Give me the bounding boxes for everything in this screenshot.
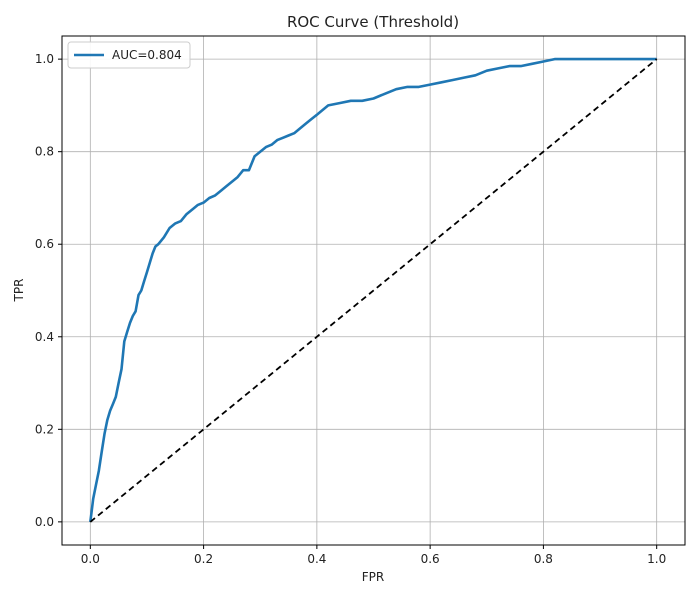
roc-curve-line xyxy=(89,57,657,523)
axis-ticks: 0.0 0.2 0.4 0.6 0.8 1.0 0.0 0.2 0.4 0.6 0.8 1.0 xyxy=(35,52,666,566)
y-tick-label: 0.8 xyxy=(35,145,54,159)
y-tick-label: 0.6 xyxy=(35,237,54,251)
x-axis-title: FPR xyxy=(362,570,384,584)
x-tick-label: 0.0 xyxy=(81,552,100,566)
legend-box xyxy=(67,41,191,69)
y-tick-label: 0.0 xyxy=(35,515,54,529)
x-tick-label: 1.0 xyxy=(647,552,666,566)
x-tick-label: 0.6 xyxy=(421,552,440,566)
y-axis-title: TPR xyxy=(12,279,26,303)
y-tick-label: 0.2 xyxy=(35,422,54,436)
plot-series xyxy=(89,57,658,523)
x-tick-label: 0.4 xyxy=(307,552,326,566)
chance-diagonal-line xyxy=(89,58,658,523)
y-tick-label: 1.0 xyxy=(35,52,54,66)
legend-label: AUC=0.804 xyxy=(112,48,182,62)
x-tick-label: 0.8 xyxy=(534,552,553,566)
y-tick-label: 0.4 xyxy=(35,330,54,344)
legend: AUC=0.804 xyxy=(67,41,191,69)
plot-frame xyxy=(61,35,686,546)
x-tick-label: 0.2 xyxy=(194,552,213,566)
chart-title: ROC Curve (Threshold) xyxy=(287,13,459,31)
